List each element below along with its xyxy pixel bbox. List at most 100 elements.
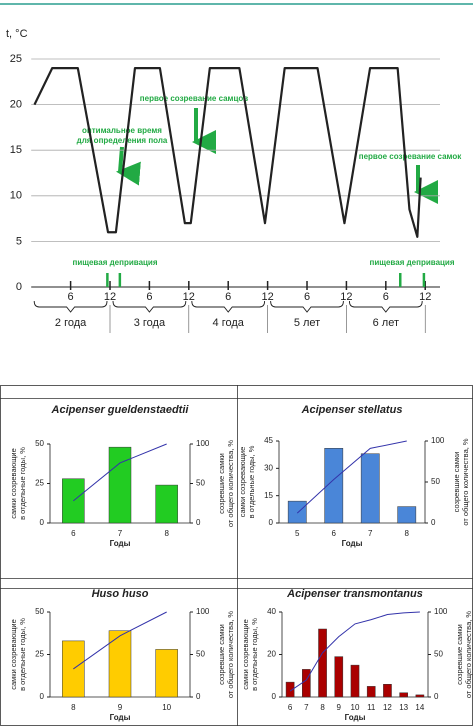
subchart-title: Acipenser transmontanus bbox=[286, 588, 423, 600]
bar bbox=[108, 446, 132, 524]
x-tick-label: 8 bbox=[71, 703, 76, 712]
annotation: первое созревание самок bbox=[359, 152, 462, 161]
cumulative-line bbox=[73, 611, 167, 670]
annotation: для определения пола bbox=[77, 136, 168, 145]
bar bbox=[108, 630, 132, 698]
y-tick-label: 0 bbox=[272, 692, 277, 701]
axis-label: созревшие самки bbox=[452, 452, 461, 513]
y2-tick-label: 0 bbox=[431, 518, 436, 527]
y-tick-label: 25 bbox=[10, 53, 22, 65]
y2-tick-label: 0 bbox=[196, 692, 201, 701]
period-bracket bbox=[112, 300, 187, 313]
x-tick-label: 6 bbox=[71, 529, 76, 538]
x-tick-label: 11 bbox=[367, 703, 376, 712]
x-tick-label: 8 bbox=[320, 703, 325, 712]
axis-label: в отдельные годы, % bbox=[250, 618, 259, 691]
x-tick-label: 12 bbox=[340, 291, 352, 303]
subchart-title: Acipenser gueldenstaedtii bbox=[51, 404, 190, 416]
annotation: пищевая депривация bbox=[369, 258, 454, 267]
axis-label: от общего количества, % bbox=[226, 440, 235, 528]
y2-tick-label: 100 bbox=[434, 607, 448, 616]
x-tick-label: 14 bbox=[415, 703, 424, 712]
y-tick-label: 20 bbox=[267, 650, 276, 659]
bar bbox=[155, 649, 178, 698]
bar bbox=[399, 692, 408, 698]
bar bbox=[350, 664, 360, 698]
y-axis-label: t, °C bbox=[6, 28, 28, 40]
y-tick-label: 50 bbox=[35, 607, 44, 616]
period-label: 2 года bbox=[55, 317, 87, 329]
axis-label: самки созревающие bbox=[9, 619, 18, 690]
annotation: пищевая депривация bbox=[72, 258, 157, 267]
bar bbox=[366, 686, 376, 698]
period-label: 4 года bbox=[213, 317, 245, 329]
cumulative-line bbox=[296, 440, 407, 514]
x-tick-label: 7 bbox=[368, 529, 373, 538]
y2-tick-label: 0 bbox=[196, 518, 201, 527]
axis-label: созревшие самки bbox=[217, 624, 226, 685]
x-tick-label: 5 bbox=[295, 529, 300, 538]
y-tick-label: 0 bbox=[40, 518, 45, 527]
x-tick-label: 12 bbox=[104, 291, 116, 303]
axis-label: от общего количества, % bbox=[226, 611, 235, 699]
x-tick-label: 12 bbox=[419, 291, 431, 303]
y-tick-label: 25 bbox=[35, 479, 44, 488]
bar bbox=[62, 640, 85, 698]
bar bbox=[334, 656, 344, 698]
y-tick-label: 0 bbox=[269, 518, 274, 527]
x-tick-label: 9 bbox=[337, 703, 342, 712]
axis-label: в отдельные годы, % bbox=[18, 618, 27, 691]
x-axis-label: Годы bbox=[342, 539, 363, 548]
y2-tick-label: 0 bbox=[434, 692, 439, 701]
y-tick-label: 45 bbox=[264, 436, 273, 445]
y-tick-label: 0 bbox=[40, 692, 45, 701]
y2-tick-label: 50 bbox=[434, 650, 443, 659]
bar bbox=[383, 684, 392, 698]
x-axis-label: Годы bbox=[110, 539, 131, 548]
x-tick-label: 10 bbox=[351, 703, 360, 712]
x-tick-label: 6 bbox=[146, 291, 152, 303]
annotation: первое созревание самцов bbox=[140, 94, 248, 103]
x-tick-label: 6 bbox=[288, 703, 293, 712]
x-tick-label: 12 bbox=[183, 291, 195, 303]
y-tick-label: 5 bbox=[16, 235, 22, 247]
y-tick-label: 25 bbox=[35, 650, 44, 659]
y-tick-label: 50 bbox=[35, 439, 44, 448]
x-tick-label: 8 bbox=[405, 529, 410, 538]
period-bracket bbox=[33, 300, 108, 313]
y-tick-label: 20 bbox=[10, 99, 22, 111]
bar bbox=[360, 453, 380, 524]
axis-label: самки созревающие bbox=[9, 448, 18, 519]
bar bbox=[62, 478, 85, 524]
axis-label: в отдельные годы, % bbox=[18, 447, 27, 520]
bar bbox=[397, 506, 417, 524]
axis-label: от общего количества, % bbox=[464, 611, 473, 699]
x-tick-label: 6 bbox=[68, 291, 74, 303]
cumulative-line bbox=[289, 611, 420, 692]
period-bracket bbox=[191, 300, 266, 313]
x-tick-label: 6 bbox=[304, 291, 310, 303]
y-tick-label: 0 bbox=[16, 281, 22, 293]
x-tick-label: 6 bbox=[225, 291, 231, 303]
bar bbox=[318, 628, 327, 698]
x-tick-label: 6 bbox=[332, 529, 337, 538]
axis-label: самки созревающие bbox=[241, 619, 250, 690]
y2-tick-label: 100 bbox=[196, 439, 210, 448]
y-tick-label: 30 bbox=[264, 463, 273, 472]
axis-label: созревшие самки bbox=[455, 624, 464, 685]
x-tick-label: 12 bbox=[383, 703, 392, 712]
period-bracket bbox=[348, 300, 423, 313]
axis-label: самки созревающие bbox=[238, 447, 247, 518]
x-axis-label: Годы bbox=[110, 713, 131, 722]
y2-tick-label: 50 bbox=[431, 477, 440, 486]
y2-tick-label: 100 bbox=[196, 607, 210, 616]
period-bracket bbox=[270, 300, 344, 313]
cumulative-line bbox=[73, 443, 167, 502]
bar bbox=[302, 669, 311, 698]
period-label: 5 лет bbox=[294, 317, 320, 329]
subchart-title: Acipenser stellatus bbox=[301, 404, 403, 416]
x-tick-label: 7 bbox=[304, 703, 309, 712]
x-tick-label: 9 bbox=[118, 703, 123, 712]
y2-tick-label: 100 bbox=[431, 436, 445, 445]
